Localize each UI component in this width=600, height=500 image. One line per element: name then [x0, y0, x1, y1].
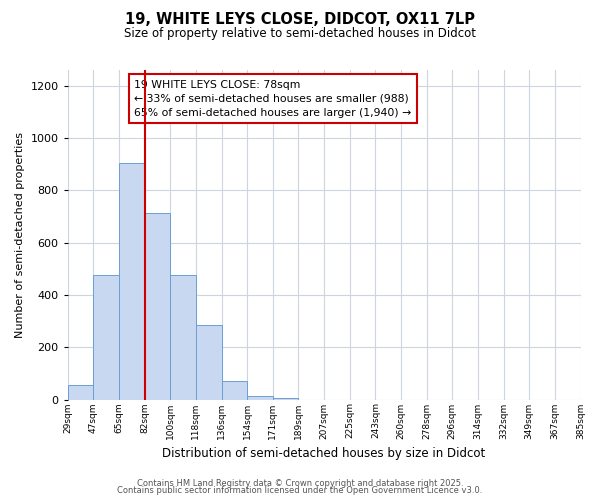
Bar [196, 325, 221, 400]
Text: Contains HM Land Registry data © Crown copyright and database right 2025.: Contains HM Land Registry data © Crown c… [137, 478, 463, 488]
Text: 19, WHITE LEYS CLOSE, DIDCOT, OX11 7LP: 19, WHITE LEYS CLOSE, DIDCOT, OX11 7LP [125, 12, 475, 28]
Text: 19 WHITE LEYS CLOSE: 78sqm
← 33% of semi-detached houses are smaller (988)
65% o: 19 WHITE LEYS CLOSE: 78sqm ← 33% of semi… [134, 80, 412, 118]
Bar [221, 381, 247, 400]
Y-axis label: Number of semi-detached properties: Number of semi-detached properties [15, 132, 25, 338]
Bar [247, 396, 273, 400]
Bar [273, 398, 298, 400]
Bar [68, 385, 94, 400]
Bar [119, 163, 145, 400]
Text: Contains public sector information licensed under the Open Government Licence v3: Contains public sector information licen… [118, 486, 482, 495]
Bar [145, 212, 170, 400]
Bar [94, 276, 119, 400]
Bar [170, 276, 196, 400]
Text: Size of property relative to semi-detached houses in Didcot: Size of property relative to semi-detach… [124, 28, 476, 40]
X-axis label: Distribution of semi-detached houses by size in Didcot: Distribution of semi-detached houses by … [163, 447, 486, 460]
